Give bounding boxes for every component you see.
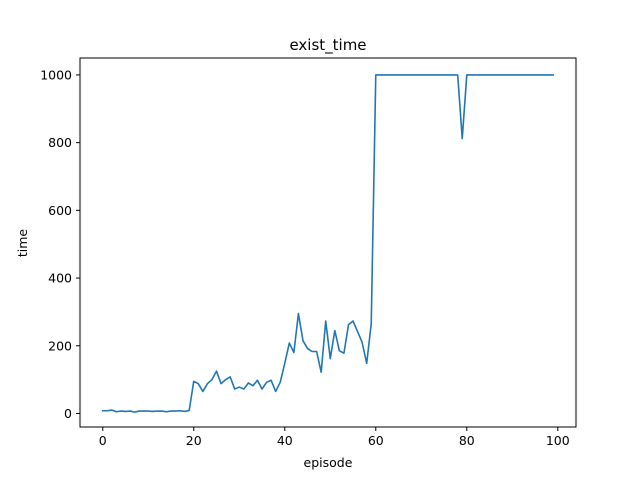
y-tick-label: 600 <box>48 203 72 218</box>
chart-title: exist_time <box>289 36 366 55</box>
x-tick-label: 40 <box>277 433 293 448</box>
y-axis-label: time <box>15 229 30 258</box>
y-tick-label: 0 <box>64 406 72 421</box>
y-tick-label: 200 <box>48 338 72 353</box>
x-axis: 0 20 40 60 80 100 <box>99 427 570 448</box>
x-tick-label: 0 <box>99 433 107 448</box>
series-line <box>101 74 555 413</box>
plot-frame <box>79 57 577 428</box>
plot-area <box>79 57 577 428</box>
x-axis-label: episode <box>304 455 353 470</box>
x-tick-label: 80 <box>459 433 475 448</box>
y-tick-label: 1000 <box>40 67 72 82</box>
y-tick-label: 400 <box>48 271 72 286</box>
x-tick-label: 20 <box>186 433 202 448</box>
y-axis: 0 200 400 600 800 1000 <box>40 67 80 421</box>
x-tick-label: 100 <box>546 433 570 448</box>
x-tick-label: 60 <box>368 433 384 448</box>
series-layer <box>101 74 555 413</box>
y-tick-label: 800 <box>48 135 72 150</box>
